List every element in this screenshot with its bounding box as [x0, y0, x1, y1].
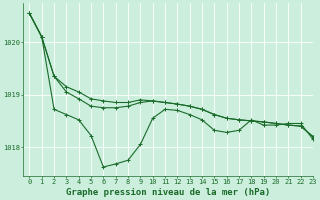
X-axis label: Graphe pression niveau de la mer (hPa): Graphe pression niveau de la mer (hPa): [66, 188, 270, 197]
